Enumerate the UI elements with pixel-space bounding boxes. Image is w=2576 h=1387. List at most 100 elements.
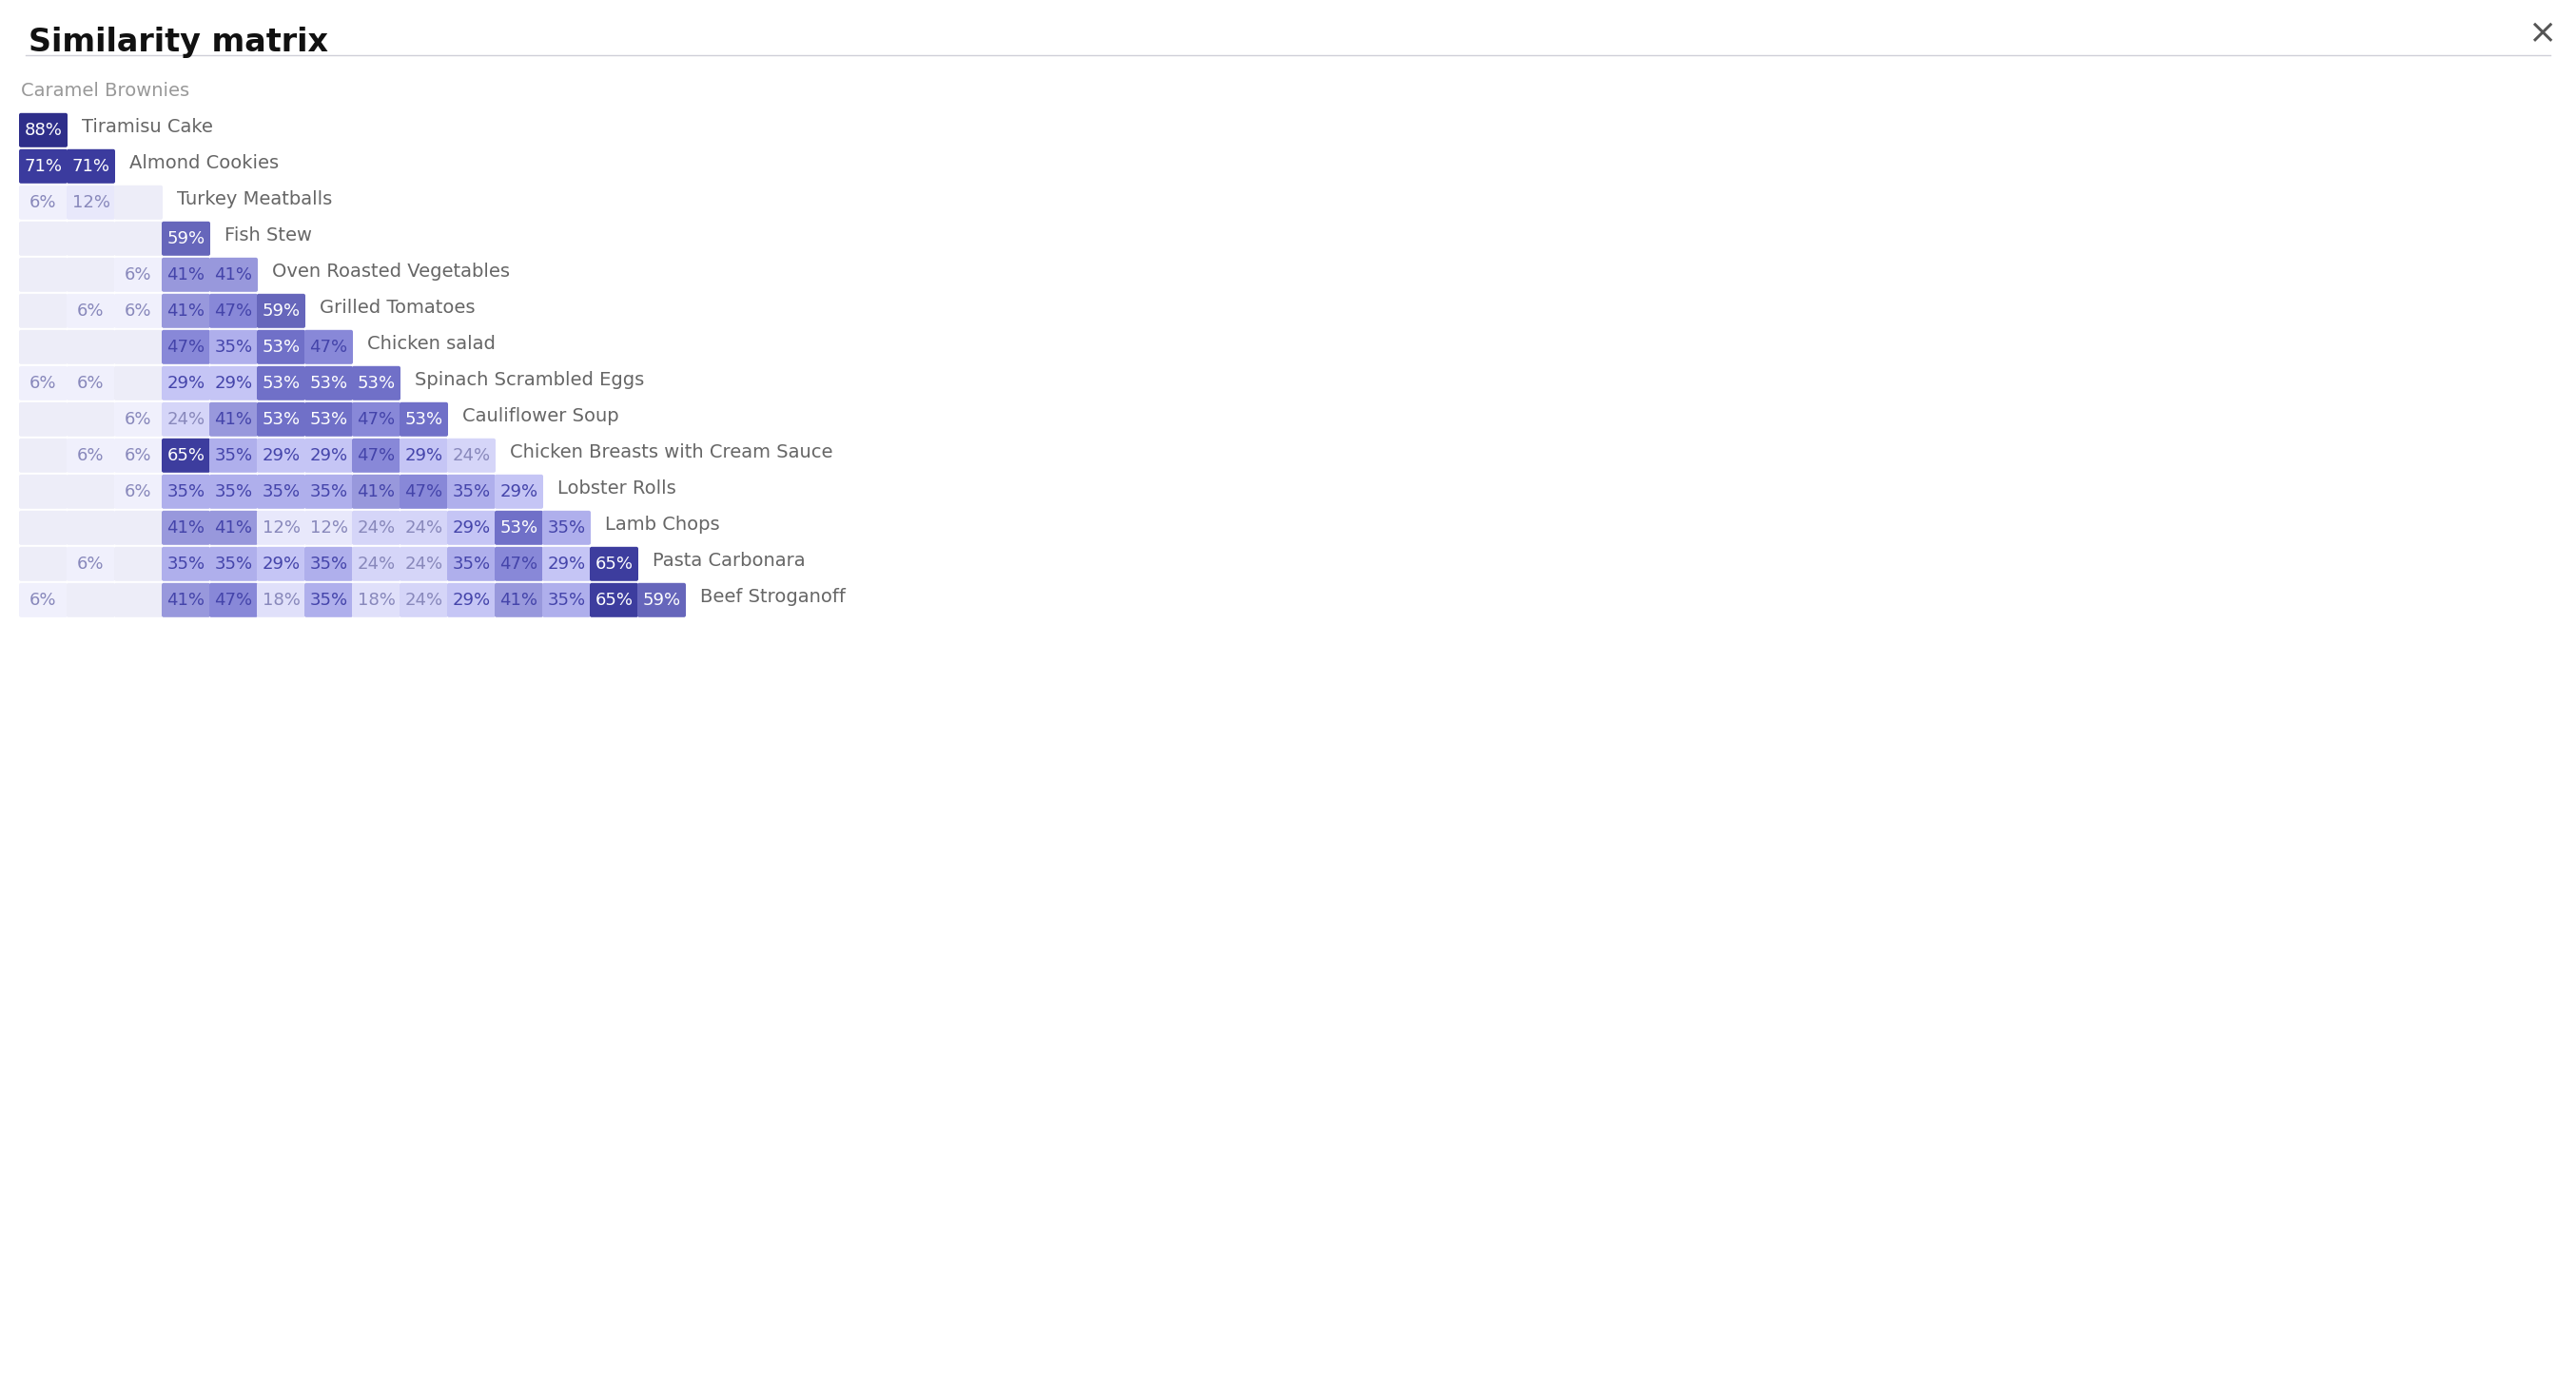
FancyBboxPatch shape (258, 474, 307, 509)
FancyBboxPatch shape (353, 474, 399, 509)
Text: 65%: 65% (595, 591, 634, 609)
Text: 53%: 53% (500, 519, 538, 537)
Text: Oven Roasted Vegetables: Oven Roasted Vegetables (273, 262, 510, 280)
Text: 35%: 35% (214, 338, 252, 355)
Text: 47%: 47% (214, 302, 252, 319)
FancyBboxPatch shape (113, 258, 162, 291)
Text: 41%: 41% (167, 591, 206, 609)
Text: 41%: 41% (500, 591, 538, 609)
FancyBboxPatch shape (590, 583, 639, 617)
FancyBboxPatch shape (162, 402, 211, 437)
FancyBboxPatch shape (495, 510, 544, 545)
FancyBboxPatch shape (67, 583, 116, 617)
Text: 12%: 12% (309, 519, 348, 537)
Text: 41%: 41% (167, 302, 206, 319)
FancyBboxPatch shape (448, 510, 495, 545)
Text: Cauliflower Soup: Cauliflower Soup (461, 406, 618, 424)
FancyBboxPatch shape (304, 546, 353, 581)
Text: 6%: 6% (77, 447, 106, 465)
FancyBboxPatch shape (162, 583, 211, 617)
FancyBboxPatch shape (541, 510, 590, 545)
Text: 29%: 29% (546, 555, 585, 573)
Text: 59%: 59% (167, 230, 206, 247)
Text: 29%: 29% (453, 519, 489, 537)
FancyBboxPatch shape (18, 438, 67, 473)
Text: 6%: 6% (124, 447, 152, 465)
Text: 35%: 35% (214, 447, 252, 465)
Text: 59%: 59% (641, 591, 680, 609)
FancyBboxPatch shape (258, 510, 307, 545)
Text: 29%: 29% (453, 591, 489, 609)
Text: 35%: 35% (214, 483, 252, 501)
Text: 65%: 65% (167, 447, 206, 465)
Text: 29%: 29% (167, 374, 206, 391)
Text: 6%: 6% (77, 374, 106, 391)
Text: 6%: 6% (77, 302, 106, 319)
Text: 29%: 29% (263, 447, 301, 465)
FancyBboxPatch shape (590, 546, 639, 581)
FancyBboxPatch shape (113, 222, 162, 255)
Text: 6%: 6% (124, 302, 152, 319)
FancyBboxPatch shape (18, 330, 67, 365)
Text: 29%: 29% (500, 483, 538, 501)
Text: 24%: 24% (404, 519, 443, 537)
Text: Turkey Meatballs: Turkey Meatballs (178, 190, 332, 208)
FancyBboxPatch shape (258, 402, 307, 437)
FancyBboxPatch shape (67, 150, 116, 183)
FancyBboxPatch shape (258, 438, 307, 473)
Text: 12%: 12% (72, 194, 111, 211)
FancyBboxPatch shape (162, 474, 211, 509)
FancyBboxPatch shape (304, 474, 353, 509)
FancyBboxPatch shape (353, 583, 399, 617)
Text: 24%: 24% (167, 411, 206, 429)
Text: 6%: 6% (31, 194, 57, 211)
Text: 35%: 35% (546, 519, 585, 537)
Text: 35%: 35% (453, 555, 489, 573)
Text: 29%: 29% (309, 447, 348, 465)
FancyBboxPatch shape (636, 583, 685, 617)
Text: 24%: 24% (358, 519, 394, 537)
Text: 29%: 29% (404, 447, 443, 465)
FancyBboxPatch shape (448, 438, 495, 473)
FancyBboxPatch shape (162, 294, 211, 327)
Text: Pasta Carbonara: Pasta Carbonara (652, 551, 806, 569)
FancyBboxPatch shape (209, 438, 258, 473)
FancyBboxPatch shape (448, 583, 495, 617)
Text: 53%: 53% (358, 374, 394, 391)
Text: 18%: 18% (263, 591, 299, 609)
FancyBboxPatch shape (304, 366, 353, 401)
Text: Fish Stew: Fish Stew (224, 226, 312, 244)
FancyBboxPatch shape (113, 366, 162, 401)
FancyBboxPatch shape (258, 546, 307, 581)
FancyBboxPatch shape (304, 438, 353, 473)
Text: 88%: 88% (23, 122, 62, 139)
FancyBboxPatch shape (209, 402, 258, 437)
Text: 35%: 35% (546, 591, 585, 609)
Text: 53%: 53% (263, 338, 301, 355)
FancyBboxPatch shape (18, 546, 67, 581)
FancyBboxPatch shape (67, 330, 116, 365)
FancyBboxPatch shape (399, 510, 448, 545)
Text: 53%: 53% (263, 411, 301, 429)
FancyBboxPatch shape (209, 474, 258, 509)
Text: 35%: 35% (309, 483, 348, 501)
FancyBboxPatch shape (18, 402, 67, 437)
Text: Grilled Tomatoes: Grilled Tomatoes (319, 298, 474, 316)
Text: 6%: 6% (124, 411, 152, 429)
Text: 24%: 24% (358, 555, 394, 573)
FancyBboxPatch shape (67, 546, 116, 581)
FancyBboxPatch shape (399, 546, 448, 581)
Text: 35%: 35% (167, 555, 206, 573)
FancyBboxPatch shape (67, 186, 116, 219)
FancyBboxPatch shape (18, 150, 67, 183)
FancyBboxPatch shape (495, 546, 544, 581)
FancyBboxPatch shape (67, 438, 116, 473)
Text: 65%: 65% (595, 555, 634, 573)
FancyBboxPatch shape (353, 546, 399, 581)
FancyBboxPatch shape (67, 402, 116, 437)
FancyBboxPatch shape (541, 583, 590, 617)
FancyBboxPatch shape (209, 294, 258, 327)
Text: Almond Cookies: Almond Cookies (129, 154, 278, 172)
Text: 41%: 41% (167, 266, 206, 283)
Text: 47%: 47% (500, 555, 538, 573)
